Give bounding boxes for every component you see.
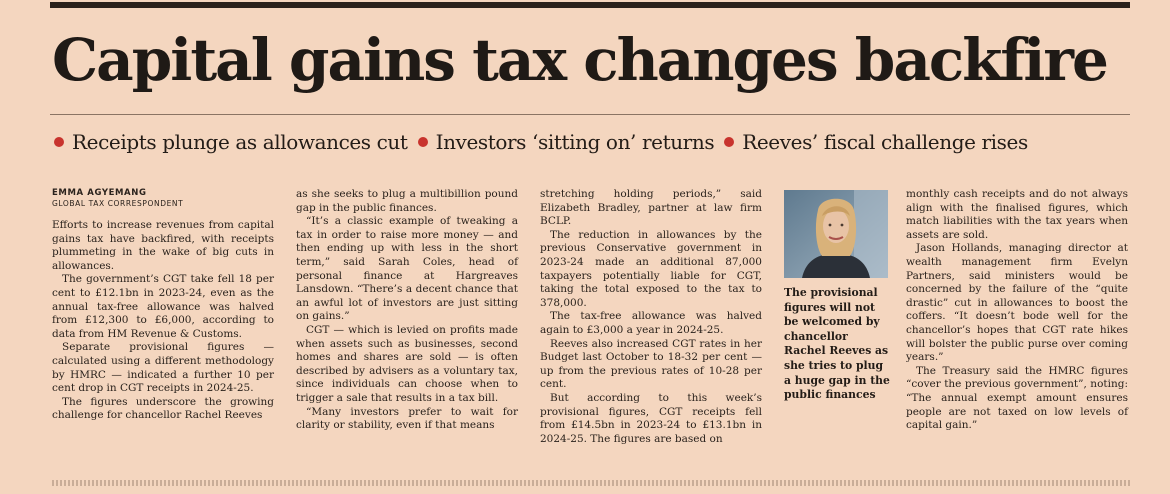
paragraph: The figures underscore the growing chall…	[52, 395, 274, 422]
byline: EMMA AGYEMANG	[52, 188, 147, 198]
standfirst-item: Reeves’ fiscal challenge rises	[742, 130, 1028, 154]
article-column-1: EMMA AGYEMANG GLOBAL TAX CORRESPONDENT E…	[52, 188, 274, 423]
paragraph: The Treasury said the HMRC figures “cove…	[906, 364, 1128, 432]
paragraph: Efforts to increase revenues from capita…	[52, 219, 274, 272]
paragraph: But according to this week’s provisional…	[540, 391, 762, 445]
photo-caption: The provisional figures will not be welc…	[784, 286, 890, 402]
portrait-photo	[784, 190, 888, 278]
paragraph: The government’s CGT take fell 18 per ce…	[52, 273, 274, 340]
headline-rule	[50, 114, 1130, 115]
paragraph: monthly cash receipts and do not always …	[906, 188, 1128, 241]
paragraph: CGT — which is levied on profits made wh…	[296, 323, 518, 404]
paragraph: Jason Hollands, managing director at wea…	[906, 242, 1128, 364]
byline-title: GLOBAL TAX CORRESPONDENT	[52, 199, 184, 208]
red-bullet-icon	[417, 137, 428, 147]
paragraph: “Many investors prefer to wait for clari…	[296, 405, 518, 432]
article-column-3: stretching holding periods,” said Elizab…	[540, 188, 762, 446]
bottom-rule	[52, 480, 1130, 486]
paragraph: as she seeks to plug a multibillion poun…	[296, 188, 518, 214]
article-column-4: monthly cash receipts and do not always …	[906, 188, 1128, 433]
standfirst: Receipts plunge as allowances cut Invest…	[50, 122, 1140, 162]
paragraph: The tax-free allowance was halved again …	[540, 310, 762, 336]
paragraph: “It’s a classic example of tweaking a ta…	[296, 215, 518, 323]
headline: Capital gains tax changes backfire	[52, 26, 1109, 94]
paragraph: The reduction in allowances by the previ…	[540, 228, 762, 309]
paragraph: stretching holding periods,” said Elizab…	[540, 188, 762, 228]
standfirst-item: Investors ‘sitting on’ returns	[435, 130, 715, 154]
article-column-2: as she seeks to plug a multibillion poun…	[296, 188, 518, 433]
top-rule	[50, 2, 1130, 8]
red-bullet-icon	[724, 137, 735, 147]
paragraph: Reeves also increased CGT rates in her B…	[540, 337, 762, 391]
standfirst-item: Receipts plunge as allowances cut	[72, 130, 408, 154]
paragraph: Separate provisional figures — calculate…	[52, 341, 274, 395]
red-bullet-icon	[54, 137, 64, 147]
portrait-illustration	[784, 190, 888, 278]
